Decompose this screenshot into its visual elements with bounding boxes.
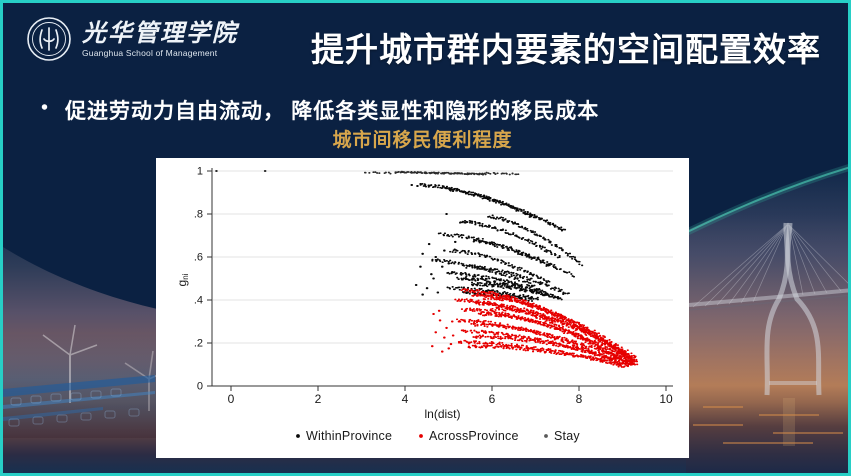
bullet-row: • 促进劳动力自由流动， 降低各类显性和隐形的移民成本 bbox=[41, 95, 831, 125]
legend-marker-icon bbox=[544, 434, 548, 438]
legend-item-stay: Stay bbox=[544, 429, 580, 443]
svg-text:Stay: Stay bbox=[554, 429, 580, 443]
logo-text: 光华管理学院 Guanghua School of Management bbox=[82, 21, 238, 58]
chart-panel: 0.2.4.6.8 1 0 2 4 6 8 10 ln(dist) gni WithinProvin… bbox=[156, 158, 689, 458]
x-axis-ticks: 0 2 4 6 8 10 bbox=[228, 386, 673, 406]
svg-text:.4: .4 bbox=[194, 295, 203, 307]
svg-text:.2: .2 bbox=[194, 338, 203, 350]
wind-turbine-icon bbox=[42, 324, 98, 403]
gridlines bbox=[213, 170, 673, 344]
svg-text:.6: .6 bbox=[194, 252, 203, 264]
logo-org-en: Guanghua School of Management bbox=[82, 47, 218, 58]
svg-text:8: 8 bbox=[576, 392, 583, 406]
legend: WithinProvince AcrossProvince Stay bbox=[296, 429, 580, 443]
svg-text:0: 0 bbox=[197, 381, 203, 393]
series bbox=[215, 169, 639, 368]
logo-org-cn: 光华管理学院 bbox=[82, 20, 238, 47]
slide-title: 提升城市群内要素的空间配置效率 bbox=[311, 33, 821, 69]
svg-text:WithinProvince: WithinProvince bbox=[306, 429, 392, 443]
bridge-icon bbox=[688, 222, 848, 446]
university-logo: 光华管理学院 Guanghua School of Management bbox=[25, 15, 238, 63]
svg-text:10: 10 bbox=[659, 392, 673, 406]
svg-text:0: 0 bbox=[228, 392, 235, 406]
svg-text:4: 4 bbox=[402, 392, 409, 406]
svg-text:2: 2 bbox=[315, 392, 322, 406]
chart-caption: 城市间移民便利程度 bbox=[332, 130, 513, 151]
legend-marker-icon bbox=[419, 434, 423, 438]
legend-marker-icon bbox=[296, 434, 300, 438]
svg-text:6: 6 bbox=[489, 392, 496, 406]
legend-item-acrossprovince: AcrossProvince bbox=[419, 429, 519, 443]
svg-text:1: 1 bbox=[197, 166, 203, 178]
svg-text:.8: .8 bbox=[194, 209, 203, 221]
series-stay bbox=[215, 169, 520, 176]
y-axis-label: gni bbox=[175, 273, 190, 286]
y-axis-ticks: 0 .2 .4 .6 .8 1 bbox=[194, 166, 212, 393]
scatter-chart: 0.2.4.6.810 2 4 6 8 10ln(dist)gniWithinProvin… bbox=[175, 166, 673, 443]
svg-text:AcrossProvince: AcrossProvince bbox=[429, 429, 519, 443]
bullet-text: 促进劳动力自由流动， 降低各类显性和隐形的移民成本 bbox=[65, 99, 600, 123]
series-withinprovince bbox=[410, 183, 584, 302]
legend-item-withinprovince: WithinProvince bbox=[296, 429, 392, 443]
axes bbox=[211, 168, 673, 387]
series-acrossprovince bbox=[430, 288, 639, 368]
pku-seal-icon bbox=[27, 17, 71, 61]
x-axis-label: ln(dist) bbox=[424, 407, 460, 421]
tech-streaks bbox=[3, 375, 155, 427]
bullet-icon: • bbox=[41, 97, 50, 119]
